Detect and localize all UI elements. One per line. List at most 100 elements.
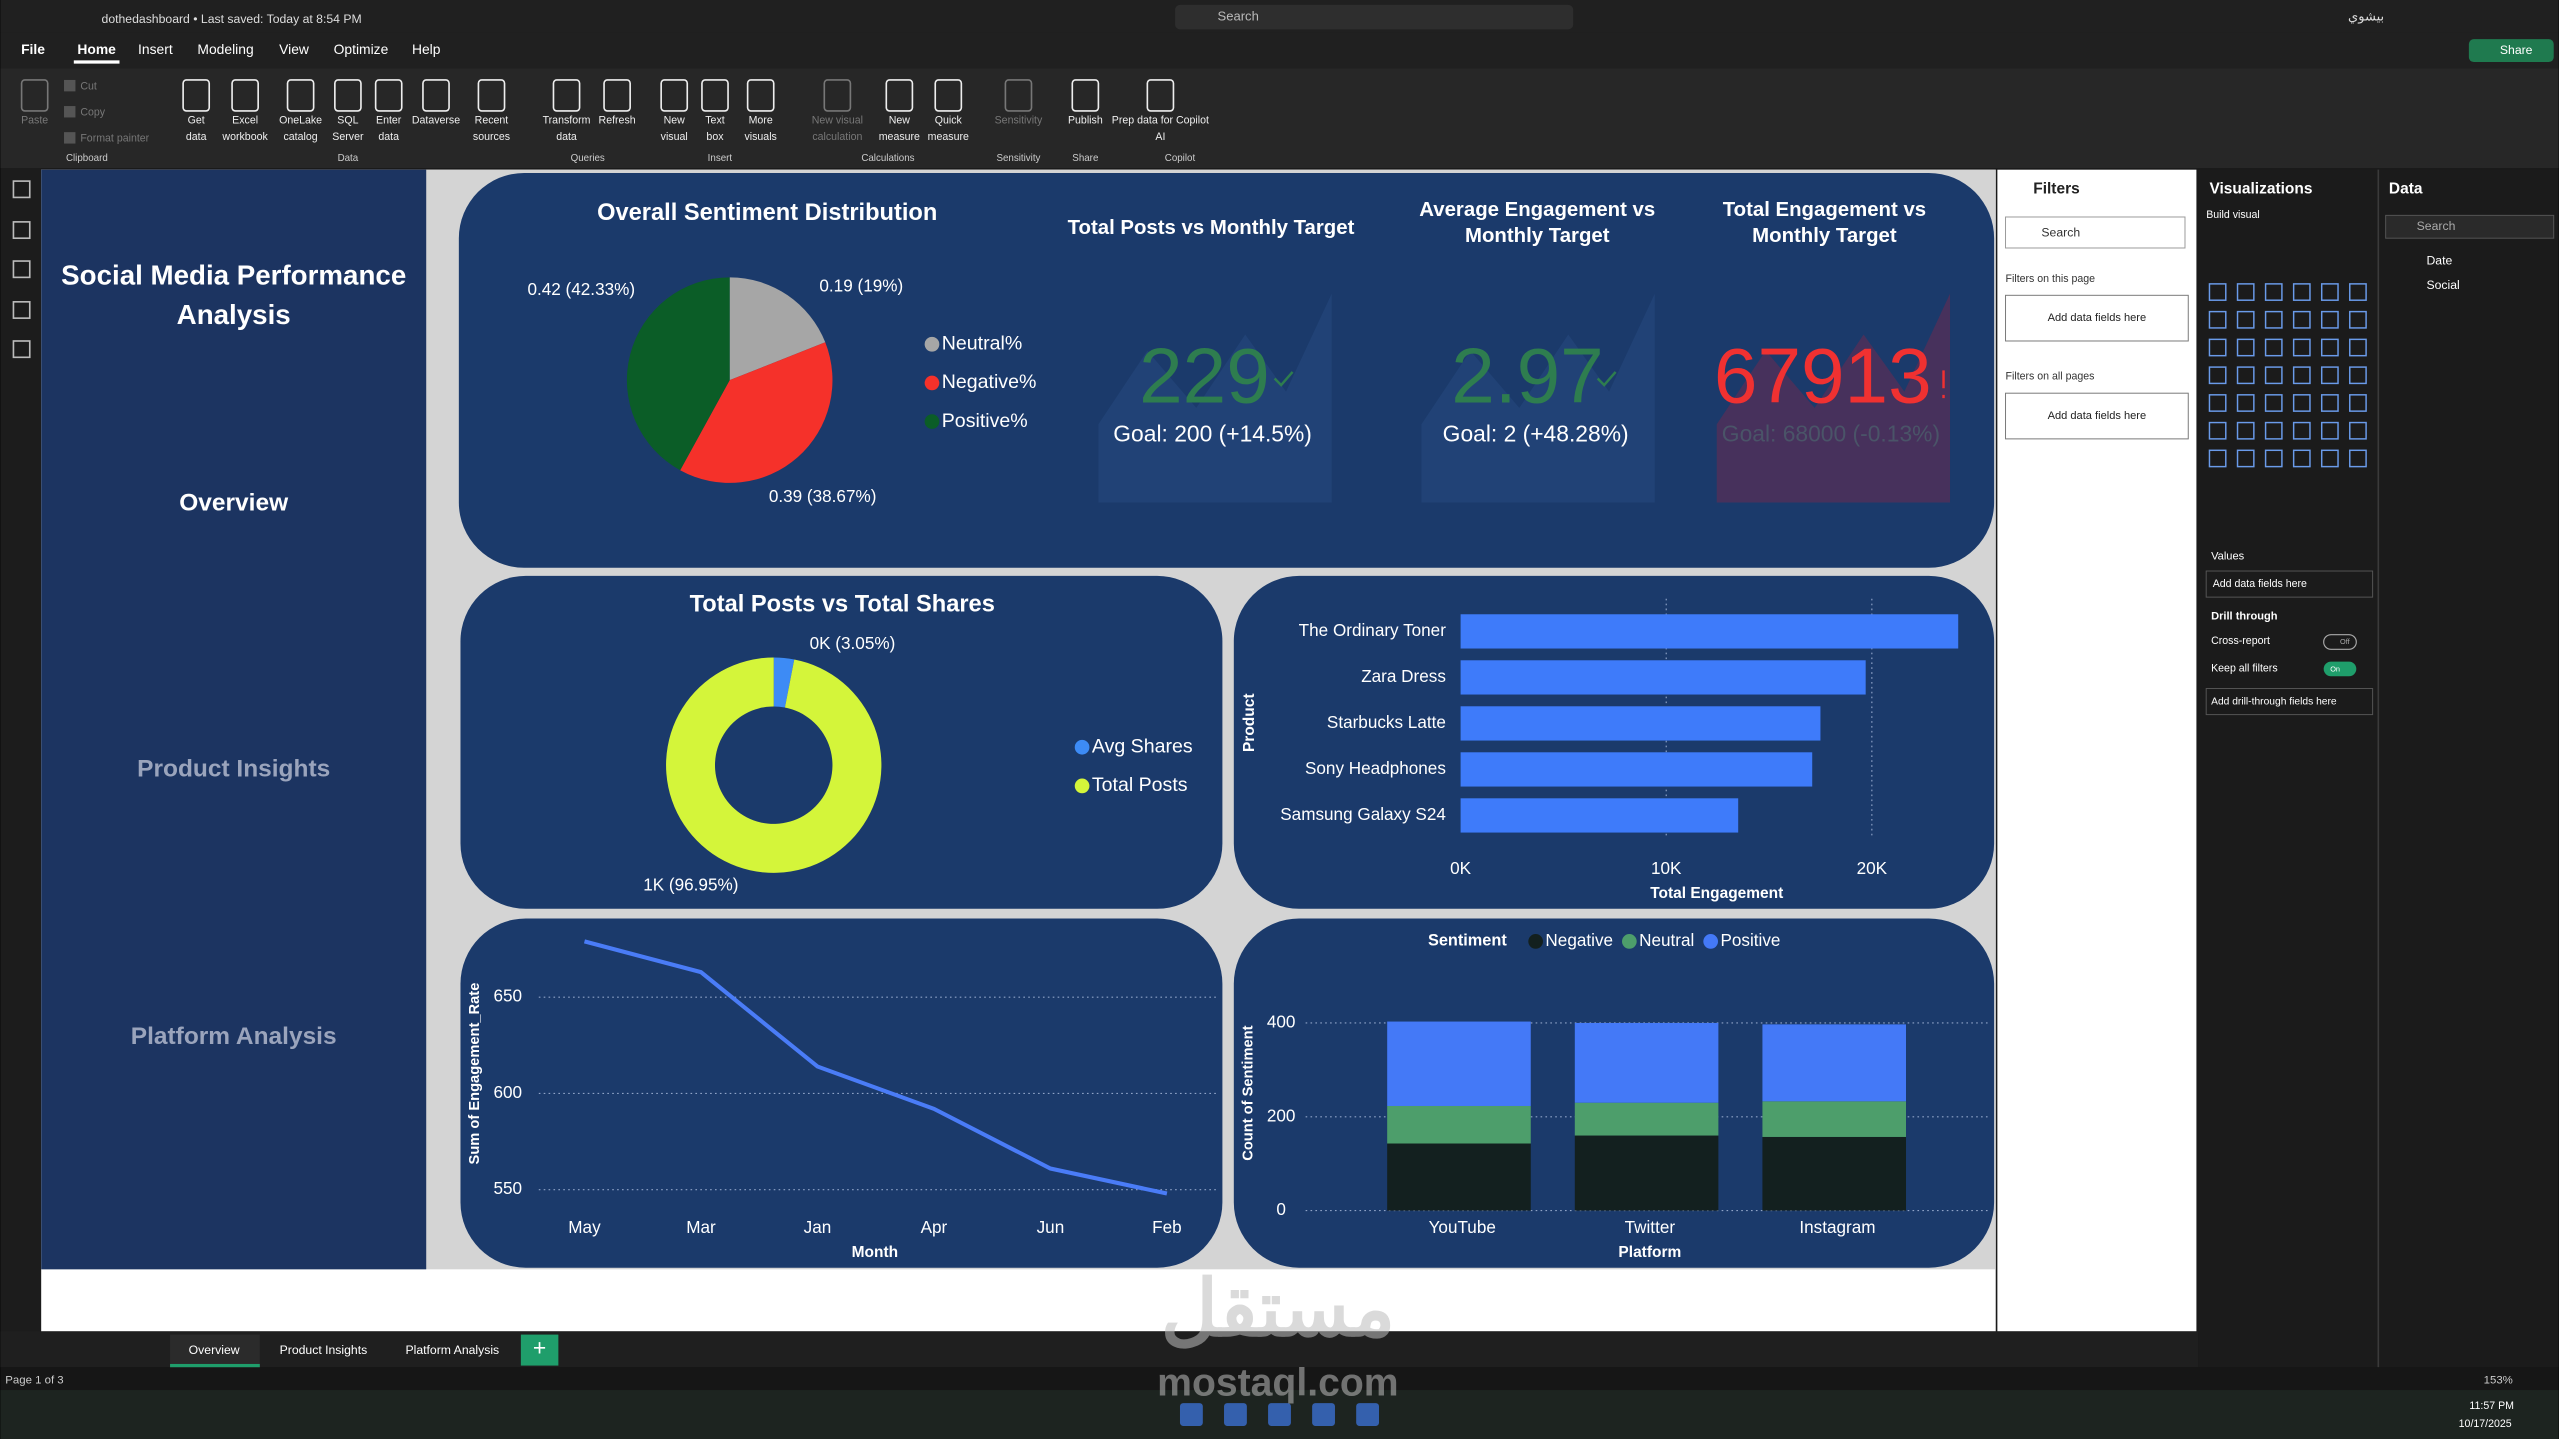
visual-type-icon[interactable] <box>2349 421 2367 440</box>
ribbon-button[interactable]: measure <box>928 131 969 143</box>
ribbon-button[interactable]: Dataverse <box>412 115 460 127</box>
rail-icon[interactable] <box>12 340 31 359</box>
ribbon-button[interactable]: measure <box>879 131 920 143</box>
visual-type-icon[interactable] <box>2349 310 2367 329</box>
visual-type-icon[interactable] <box>2208 394 2227 412</box>
visual-type-icon[interactable] <box>2236 338 2255 357</box>
visual-type-icon[interactable] <box>2264 394 2283 412</box>
menu-item[interactable]: Help <box>412 41 441 57</box>
ribbon-button[interactable]: SQL <box>337 115 358 127</box>
ribbon-button[interactable]: Cut <box>80 80 97 92</box>
share-button[interactable] <box>2468 39 2554 62</box>
taskbar-app[interactable] <box>1312 1403 1335 1426</box>
visual-type-icon[interactable] <box>2264 310 2283 329</box>
visual-type-icon[interactable] <box>2208 366 2227 385</box>
menu-item[interactable]: Modeling <box>197 41 253 57</box>
visual-type-icon[interactable] <box>2236 366 2255 385</box>
ribbon-button[interactable]: More <box>749 115 773 127</box>
ribbon-button[interactable]: workbook <box>221 131 268 143</box>
visual-type-icon[interactable] <box>2292 421 2311 440</box>
ribbon-button[interactable]: calculation <box>812 131 862 143</box>
ribbon-button[interactable]: New <box>664 115 686 127</box>
add-page-button[interactable] <box>520 1334 559 1366</box>
visual-type-icon[interactable] <box>2264 366 2283 385</box>
table-item[interactable]: Date <box>2426 253 2452 267</box>
ribbon-button[interactable]: AI <box>1155 131 1165 143</box>
ribbon-button[interactable]: Get <box>188 115 205 127</box>
taskbar-app[interactable] <box>1179 1403 1203 1426</box>
visual-type-icon[interactable] <box>2208 338 2227 357</box>
visual-type-icon[interactable] <box>2292 283 2311 301</box>
visual-type-icon[interactable] <box>2292 394 2311 412</box>
visual-type-icon[interactable] <box>2320 421 2339 440</box>
page-tab[interactable]: Overview <box>189 1343 240 1357</box>
visual-type-icon[interactable] <box>2292 338 2311 357</box>
visual-type-icon[interactable] <box>2264 421 2283 440</box>
ribbon-button[interactable]: Copy <box>80 106 105 118</box>
visual-type-icon[interactable] <box>2236 449 2255 468</box>
visual-type-icon[interactable] <box>2208 421 2227 440</box>
ribbon-button[interactable]: Server <box>332 131 364 143</box>
visual-type-icon[interactable] <box>2320 310 2339 329</box>
rail-icon[interactable] <box>12 260 31 279</box>
taskbar-app[interactable] <box>1356 1403 1380 1426</box>
visual-type-icon[interactable] <box>2349 283 2367 301</box>
toggle[interactable] <box>2323 661 2357 677</box>
ribbon-button[interactable]: data <box>378 131 399 143</box>
visual-type-icon[interactable] <box>2349 366 2367 385</box>
ribbon-button[interactable]: New <box>889 115 911 127</box>
nav-item[interactable]: Platform Analysis <box>131 1023 337 1050</box>
ribbon-button[interactable]: Transform <box>543 115 591 127</box>
visual-type-icon[interactable] <box>2320 394 2339 412</box>
ribbon-button[interactable]: Enter <box>376 115 402 127</box>
visual-type-icon[interactable] <box>2292 310 2311 329</box>
nav-item[interactable]: Product Insights <box>137 756 330 783</box>
page-tab[interactable]: Platform Analysis <box>405 1343 499 1357</box>
visual-type-icon[interactable] <box>2264 283 2283 301</box>
table-item[interactable]: Social <box>2426 278 2459 292</box>
visual-type-icon[interactable] <box>2236 421 2255 440</box>
ribbon-button[interactable]: Quick <box>935 115 963 127</box>
menu-item[interactable]: File <box>21 41 45 57</box>
visual-type-icon[interactable] <box>2236 394 2255 412</box>
page-tab[interactable]: Product Insights <box>280 1343 368 1357</box>
ribbon-button[interactable]: Sensitivity <box>995 115 1043 127</box>
ribbon-button[interactable]: Publish <box>1068 115 1103 127</box>
visual-type-icon[interactable] <box>2292 449 2311 468</box>
visual-type-icon[interactable] <box>2320 449 2339 468</box>
ribbon-button[interactable]: catalog <box>284 131 318 143</box>
visual-type-icon[interactable] <box>2320 283 2339 301</box>
ribbon-button[interactable]: Format painter <box>80 132 149 144</box>
visual-type-icon[interactable] <box>2264 338 2283 357</box>
ribbon-button[interactable]: OneLake <box>279 115 322 127</box>
taskbar-app[interactable] <box>1224 1403 1247 1426</box>
visual-type-icon[interactable] <box>2264 449 2283 468</box>
visual-type-icon[interactable] <box>2208 449 2227 468</box>
search-box[interactable] <box>2005 216 2186 249</box>
menu-item[interactable]: Optimize <box>334 41 389 57</box>
ribbon-button[interactable]: visual <box>661 131 688 143</box>
visual-type-icon[interactable] <box>2320 366 2339 385</box>
search-box[interactable] <box>2385 214 2555 239</box>
visual-type-icon[interactable] <box>2208 283 2227 301</box>
ribbon-button[interactable]: visuals <box>744 131 776 143</box>
search-box[interactable] <box>1175 4 1574 30</box>
visual-type-icon[interactable] <box>2349 449 2367 468</box>
ribbon-button[interactable]: Paste <box>21 115 48 127</box>
ribbon-button[interactable]: New visual <box>812 115 863 127</box>
visual-type-icon[interactable] <box>2236 283 2255 301</box>
visual-type-icon[interactable] <box>2320 338 2339 357</box>
ribbon-button[interactable]: Prep data for Copilot <box>1112 115 1209 127</box>
taskbar-app[interactable] <box>1268 1403 1291 1426</box>
menu-item[interactable]: View <box>279 41 310 57</box>
visual-type-icon[interactable] <box>2349 338 2367 357</box>
nav-item[interactable]: Overview <box>179 490 289 517</box>
rail-icon[interactable] <box>12 180 31 199</box>
visual-type-icon[interactable] <box>2292 366 2311 385</box>
ribbon-button[interactable]: data <box>556 131 577 143</box>
menu-item[interactable]: Home <box>77 41 116 57</box>
ribbon-button[interactable]: Recent <box>475 115 509 127</box>
rail-icon[interactable] <box>12 221 31 240</box>
visual-type-icon[interactable] <box>2236 310 2255 329</box>
ribbon-button[interactable]: box <box>706 131 724 143</box>
